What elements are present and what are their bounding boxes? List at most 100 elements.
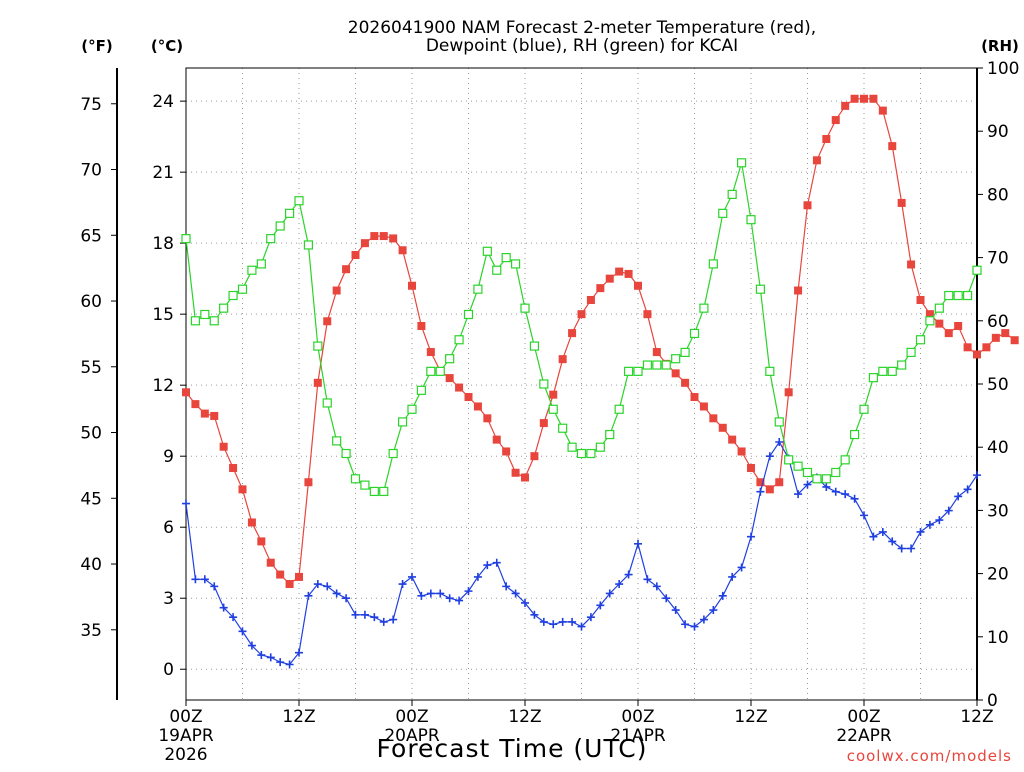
2-meter-temperature-point [370,232,379,241]
celsius-tick-label: 15 [152,305,174,325]
dewpoint-point [822,482,831,491]
x-tick-label: 12Z [960,707,993,727]
2-meter-temperature-point [728,435,737,444]
rh-series [181,158,982,497]
2-meter-temperature-point [784,388,793,397]
rh-point [558,423,568,433]
x-tick-label: 00Z [847,707,880,727]
dewpoint-point [389,615,398,624]
dewpoint-point [577,622,586,631]
2-meter-temperature-point [539,419,548,428]
2-meter-temperature-point [671,369,680,378]
dewpoint-point [360,610,369,619]
dewpoint-point [455,596,464,605]
2-meter-temperature-point [850,94,859,103]
rh-point [661,360,671,370]
rh-tick-label: 20 [987,565,1009,585]
2-meter-temperature-point [878,106,887,115]
x-tick-date-label: 20APR [384,726,440,746]
dewpoint-point [417,591,426,600]
rh-point [539,379,549,389]
dewpoint-point [445,594,454,603]
2-meter-temperature-point [831,116,840,125]
2-meter-temperature-point [492,435,501,444]
2-meter-temperature-point [483,414,492,423]
dewpoint-point [210,582,219,591]
rh-point [671,354,681,364]
2-meter-temperature-point [652,348,661,357]
rh-point [962,290,973,301]
rh-point [256,259,266,269]
rh-point [859,404,869,414]
dewpoint-point [521,598,529,607]
dewpoint-point [200,575,209,584]
2-meter-temperature-point [426,348,435,357]
2-meter-temperature-point [210,411,219,420]
2-meter-temperature-point [266,558,275,567]
rh-point [454,335,464,345]
rh-point [680,347,690,357]
2-meter-temperature-point [624,269,633,278]
2-meter-temperature-point [897,198,906,207]
rh-point [445,354,455,364]
fahrenheit-tick-label: 60 [80,292,102,312]
dewpoint-point [511,589,520,598]
rh-point [219,303,229,313]
celsius-unit-label: (°C) [151,37,183,55]
rh-point [699,303,709,313]
2-meter-temperature-point [888,142,897,151]
rh-point [868,373,879,383]
dewpoint-point [973,471,981,480]
rh-point [689,328,700,339]
dewpoint-point [831,487,840,496]
2-meter-temperature-point [285,580,294,589]
celsius-tick-label: 18 [152,234,174,254]
dewpoint-point [539,617,548,626]
dewpoint-point [219,603,228,612]
rh-tick-label: 100 [987,59,1019,79]
rh-point [200,309,210,320]
rh-point [482,246,492,256]
rh-point [332,436,342,446]
dewpoint-point [238,627,247,636]
2-meter-temperature-point [860,94,868,103]
credit-label: coolwx.com/models [847,747,1012,765]
rh-tick-label: 80 [987,185,1009,205]
rh-point [953,290,963,301]
dewpoint-point [662,594,671,603]
2-meter-temperature-point [304,478,313,487]
rh-point [567,442,577,452]
rh-tick-label: 10 [987,628,1009,648]
dewpoint-point [850,494,859,503]
2-meter-temperature-point [869,94,878,103]
rh-point [463,309,474,320]
rh-point [727,189,737,199]
dewpoint-point [756,487,765,496]
rh-point [746,215,756,225]
dewpoint-point [624,570,633,579]
2-meter-temperature-point [690,393,699,402]
2-meter-temperature-point [775,478,784,487]
chart-title-line2: Dewpoint (blue), RH (green) for KCAI [426,36,738,56]
rh-point [633,366,643,376]
dewpoint-point [276,658,285,667]
2-meter-temperature-series [182,94,1019,589]
rh-point [840,455,850,465]
dewpoint-point [304,591,313,600]
dewpoint-point [266,653,275,662]
rh-point [887,366,897,376]
2-meter-temperature-point [605,274,614,283]
2-meter-temperature-point [991,333,1000,342]
dewpoint-point [747,532,755,541]
dewpoint-point [907,544,916,553]
2-meter-temperature-point [276,570,285,579]
rh-point [322,398,332,408]
2-meter-temperature-point [794,286,803,295]
2-meter-temperature-point [257,537,266,546]
grid-lines [186,68,977,700]
2-meter-temperature-point [351,250,360,259]
fahrenheit-tick-label: 75 [80,95,102,115]
dewpoint-point [426,589,435,598]
celsius-tick-label: 0 [163,660,174,680]
rh-point [397,417,408,427]
